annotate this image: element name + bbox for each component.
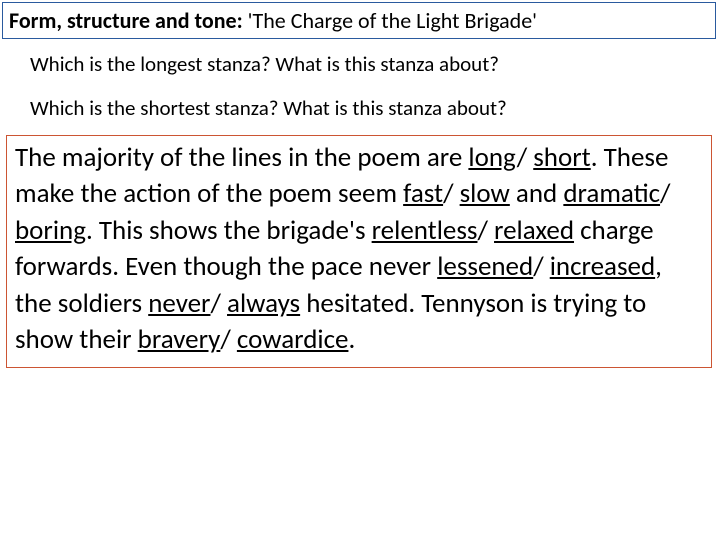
- body-text: The majority of the lines in the poem ar…: [15, 140, 703, 359]
- choice-word: long: [468, 141, 516, 174]
- body-segment: The majority of the lines in the poem ar…: [15, 141, 468, 174]
- body-box: The majority of the lines in the poem ar…: [6, 135, 712, 368]
- choice-word: fast: [403, 177, 443, 210]
- body-segment: /: [443, 177, 460, 210]
- body-segment: and: [510, 177, 564, 210]
- body-segment: /: [517, 141, 534, 174]
- choice-word: increased: [550, 250, 655, 283]
- question-2: Which is the shortest stanza? What is th…: [0, 91, 720, 125]
- choice-word: boring: [15, 214, 86, 247]
- choice-word: always: [227, 287, 300, 320]
- choice-word: dramatic: [563, 177, 660, 210]
- body-segment: /: [220, 323, 237, 356]
- choice-word: relentless: [372, 214, 478, 247]
- choice-word: never: [148, 287, 210, 320]
- question-1: Which is the longest stanza? What is thi…: [0, 47, 720, 81]
- body-segment: /: [210, 287, 227, 320]
- body-segment: .: [348, 323, 355, 356]
- choice-word: slow: [460, 177, 510, 210]
- body-segment: /: [533, 250, 550, 283]
- body-segment: /: [477, 214, 494, 247]
- choice-word: lessened: [437, 250, 533, 283]
- choice-word: bravery: [138, 323, 221, 356]
- title-bold: Form, structure and tone:: [9, 7, 243, 34]
- choice-word: short: [533, 141, 590, 174]
- choice-word: relaxed: [494, 214, 574, 247]
- choice-word: cowardice: [237, 323, 349, 356]
- title-regular: 'The Charge of the Light Brigade': [243, 7, 537, 34]
- body-segment: /: [660, 177, 670, 210]
- body-segment: . This shows the brigade's: [86, 214, 372, 247]
- title-bar: Form, structure and tone: 'The Charge of…: [2, 2, 716, 39]
